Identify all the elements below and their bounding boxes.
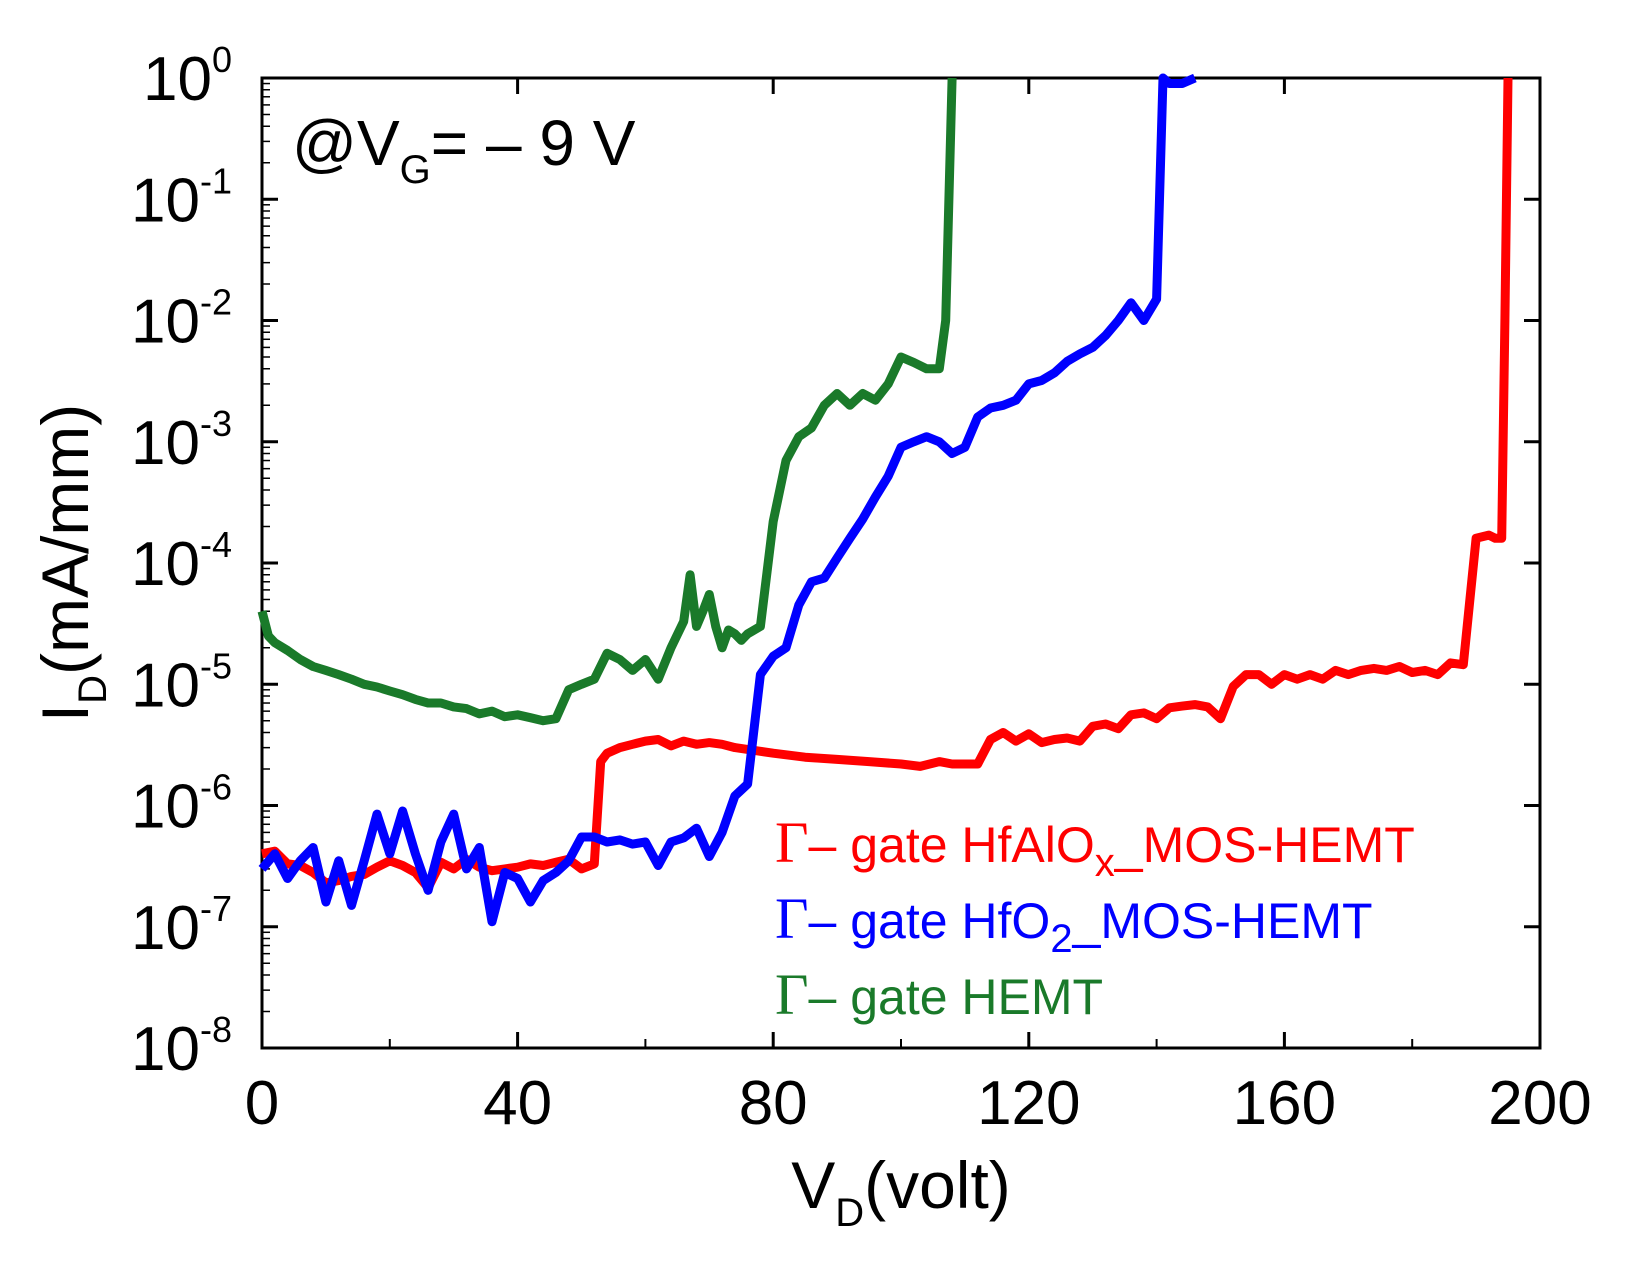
- series-line-1: [258, 73, 1197, 927]
- bias-annotation: @VG= – 9 V: [292, 107, 636, 192]
- legend-entry-hfalox: Γ– gate HfAlOx_MOS-HEMT: [775, 810, 1415, 885]
- y-tick-label: 10-2: [131, 282, 232, 357]
- y-tick-label: 10-7: [131, 888, 232, 963]
- x-tick-label: 160: [1233, 1069, 1336, 1138]
- x-axis-label: VD(volt): [791, 1148, 1011, 1235]
- legend-entry-hemt: Γ– gate HEMT: [775, 962, 1103, 1027]
- axis-ticks: [260, 76, 1542, 1050]
- y-axis-label: ID(mA/mm): [28, 404, 115, 723]
- series-line-2: [257, 77, 957, 726]
- legend-entry-hfo2: Γ– gate HfO2_MOS-HEMT: [775, 886, 1373, 961]
- x-tick-label: 200: [1488, 1069, 1591, 1138]
- x-tick-label: 120: [977, 1069, 1080, 1138]
- y-tick-label: 10-6: [131, 767, 232, 842]
- y-tick-labels: 100 10-1 10-2 10-3 10-4 10-5 10-6 10-7 10-8: [131, 39, 232, 1084]
- x-tick-label: 80: [739, 1069, 808, 1138]
- y-tick-label: 10-8: [131, 1009, 232, 1084]
- x-tick-labels: 0 40 80 120 160 200: [245, 1069, 1592, 1138]
- x-tick-label: 0: [245, 1069, 279, 1138]
- y-tick-label: 10-1: [131, 160, 232, 235]
- legend: Γ– gate HfAlOx_MOS-HEMT Γ– gate HfO2_MOS…: [775, 810, 1415, 1027]
- series-layer: [257, 73, 1513, 927]
- y-tick-label: 100: [143, 39, 232, 114]
- y-tick-label: 10-4: [131, 524, 232, 599]
- y-tick-label: 10-5: [131, 645, 232, 720]
- x-tick-label: 40: [483, 1069, 552, 1138]
- y-tick-label: 10-3: [131, 403, 232, 478]
